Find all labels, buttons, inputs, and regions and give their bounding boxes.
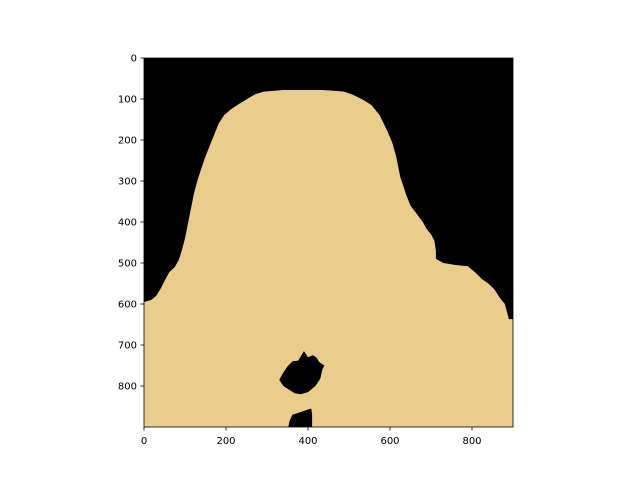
y-tick-label: 500 [118, 259, 137, 270]
mask-region [144, 89, 513, 428]
x-tick-label: 200 [216, 436, 235, 447]
y-tick-label: 800 [118, 382, 137, 393]
x-tick-label: 600 [380, 436, 399, 447]
x-tick-label: 400 [298, 436, 317, 447]
axes-frame [143, 57, 514, 428]
y-tick-label: 600 [118, 300, 137, 311]
hole-center [279, 351, 325, 395]
y-tick-label: 100 [118, 95, 137, 106]
plot-area [143, 57, 514, 428]
x-axis-ticks: 0 200 400 600 800 [141, 427, 482, 447]
x-tick-label: 0 [141, 436, 147, 447]
y-axis-ticks: 0 100 200 300 400 500 600 700 800 [118, 54, 144, 393]
y-tick-label: 0 [131, 54, 137, 65]
y-tick-label: 300 [118, 177, 137, 188]
mask-regions [144, 89, 513, 428]
x-tick-label: 800 [462, 436, 481, 447]
y-tick-label: 200 [118, 136, 137, 147]
y-tick-label: 700 [118, 341, 137, 352]
hole-bottom [288, 408, 313, 427]
y-tick-label: 400 [118, 218, 137, 229]
